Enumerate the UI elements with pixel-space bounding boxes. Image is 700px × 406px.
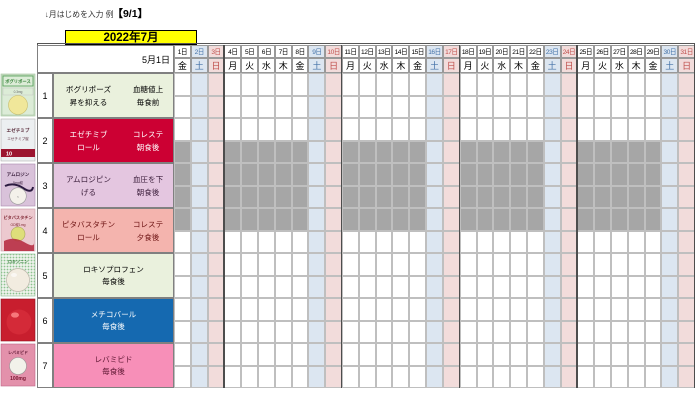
svg-text:エゼチミブ錠: エゼチミブ錠	[7, 136, 29, 141]
svg-text:レバミピド: レバミピド	[8, 349, 28, 355]
svg-text:10: 10	[6, 152, 12, 158]
svg-text:OD錠1mg: OD錠1mg	[10, 222, 25, 227]
svg-text:エゼチミブ: エゼチミブ	[7, 127, 30, 134]
svg-text:ボグリボース: ボグリボース	[5, 78, 31, 85]
svg-text:100mg: 100mg	[10, 376, 26, 382]
svg-text:ロキソニン: ロキソニン	[8, 259, 28, 264]
svg-text:ピタバスタチン: ピタバスタチン	[3, 214, 32, 221]
svg-text:0.3mg: 0.3mg	[14, 90, 23, 94]
